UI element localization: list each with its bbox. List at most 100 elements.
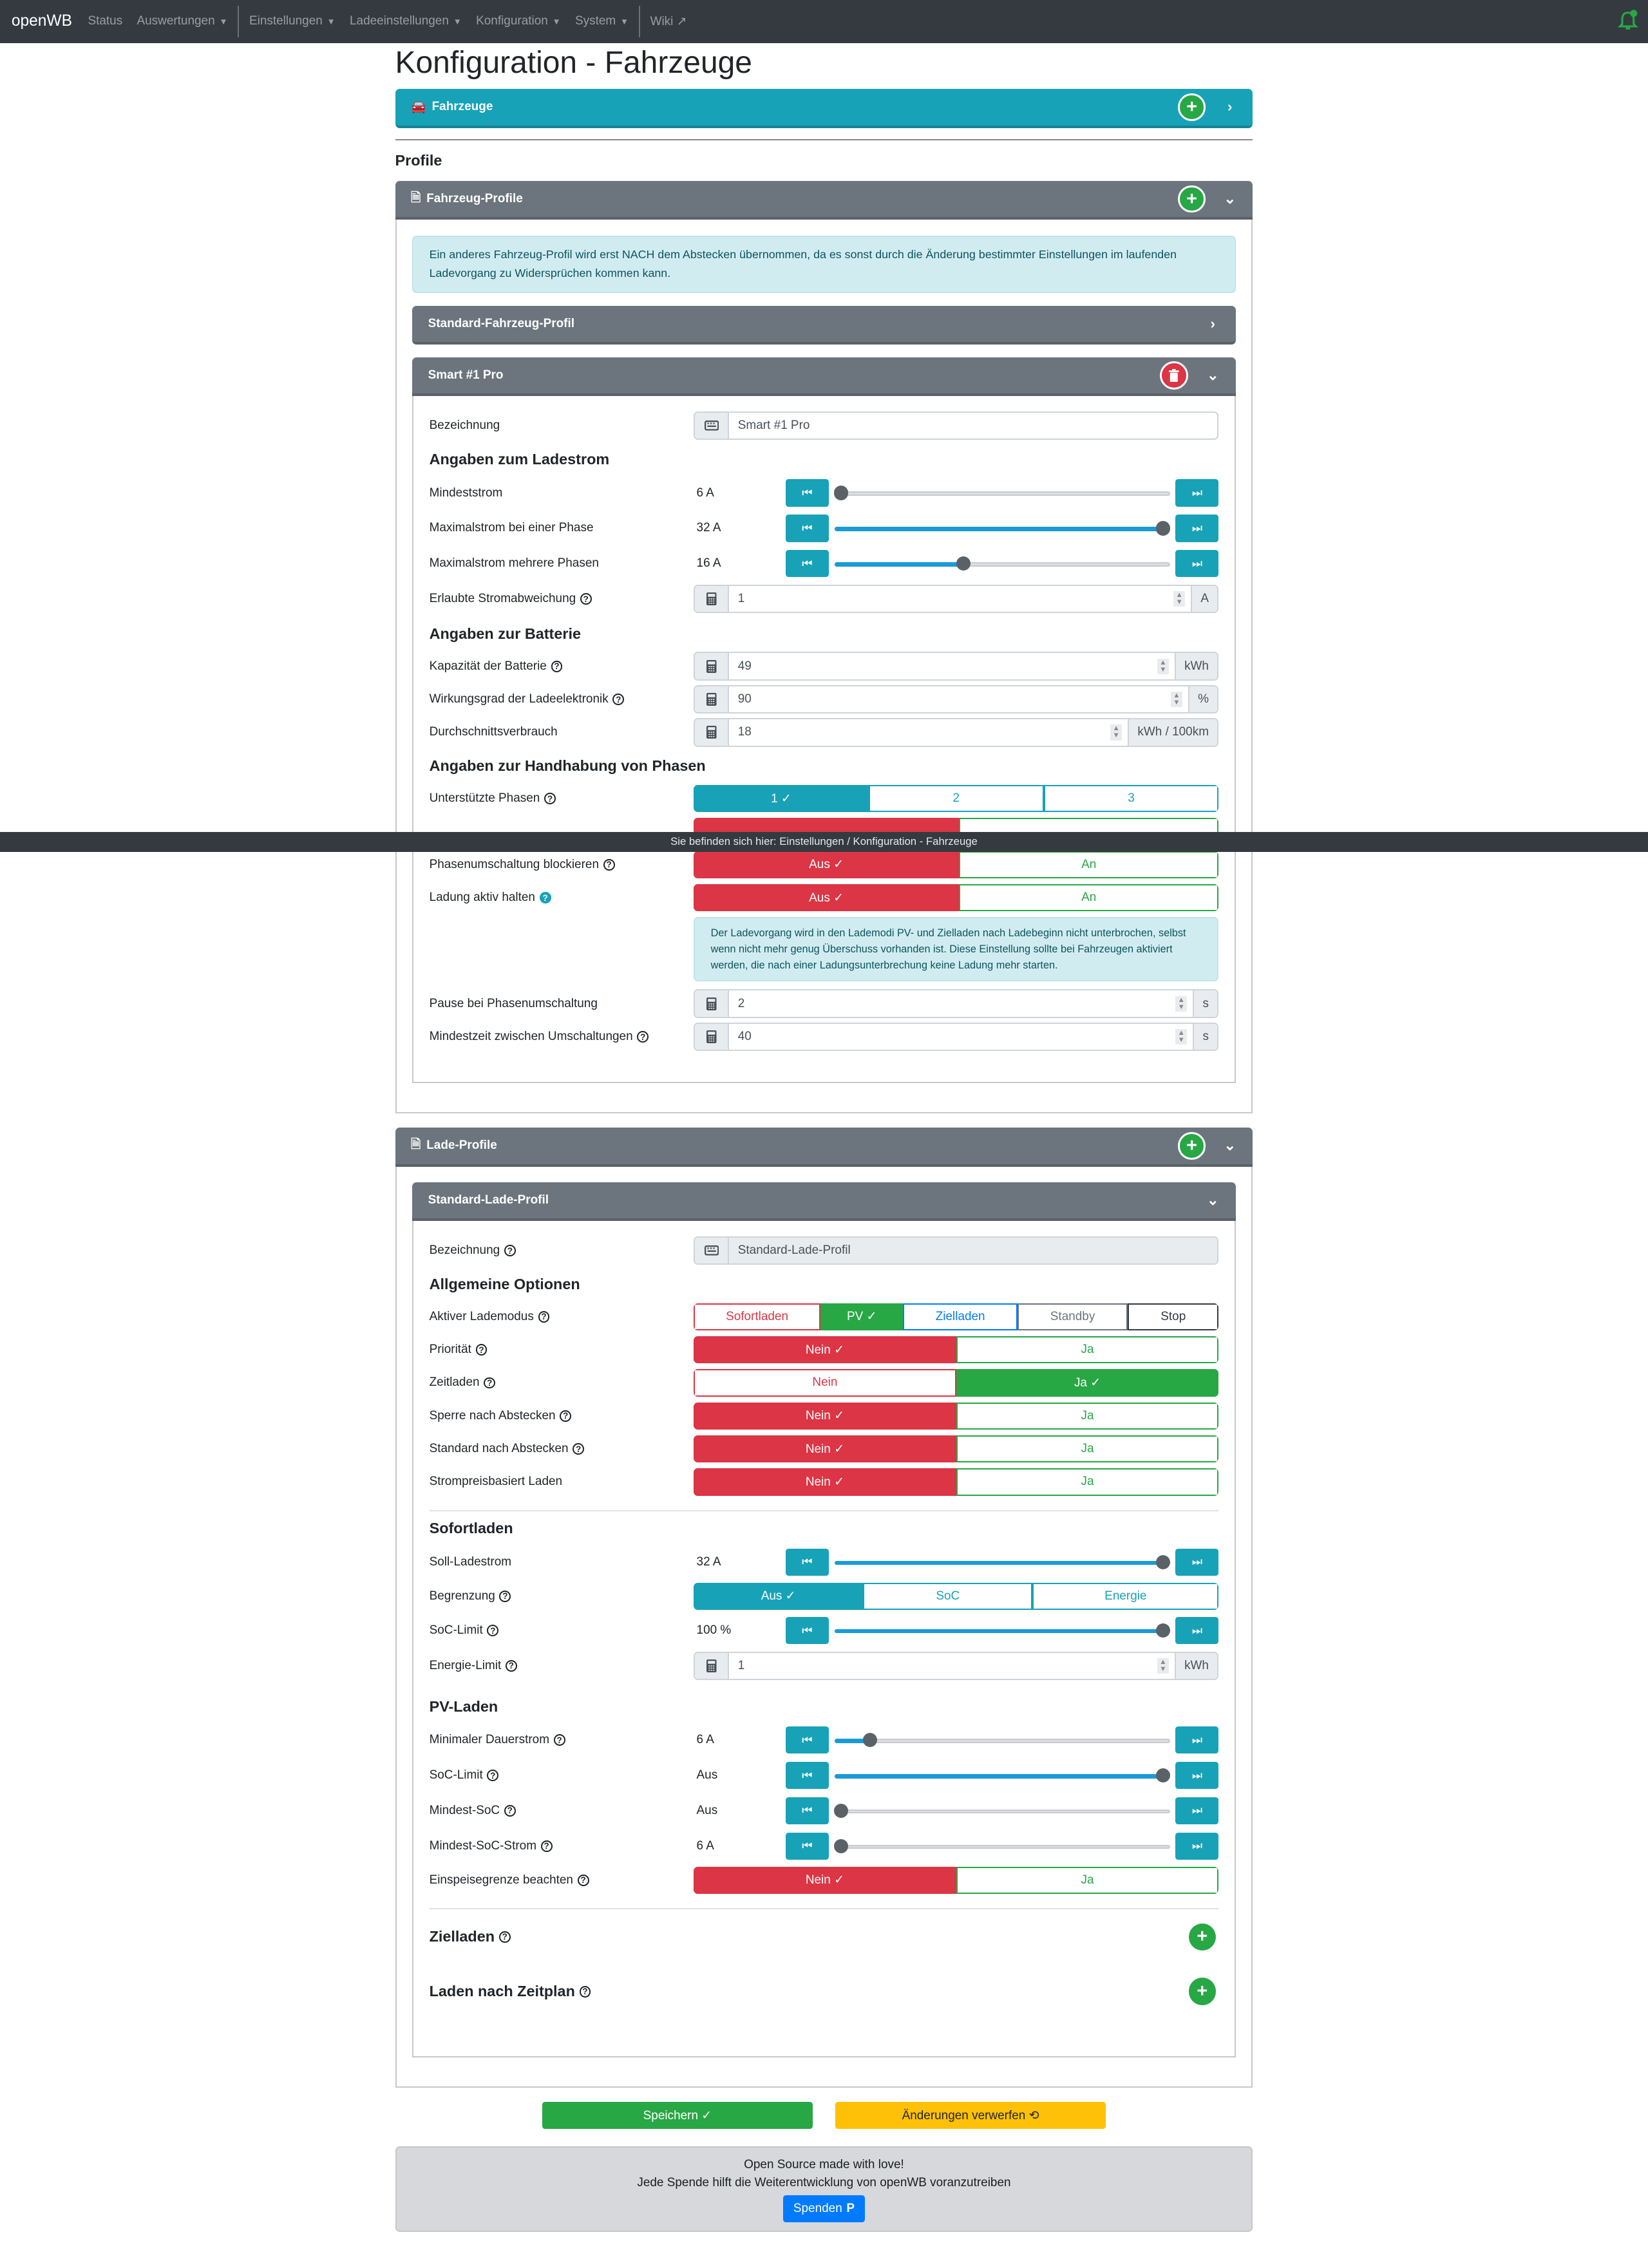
chevron-down-icon[interactable]: ⌄ <box>1206 367 1219 384</box>
chevron-right-icon[interactable]: › <box>1227 99 1233 115</box>
chevron-right-icon[interactable]: › <box>1210 315 1215 332</box>
spinner[interactable]: ▲ ▼ <box>1157 658 1169 675</box>
donate-button[interactable]: Spenden P <box>783 2195 865 2222</box>
deviation-input[interactable]: 1 ▲ ▼ A <box>694 584 1219 614</box>
vehicles-card-header[interactable]: 🚘 Fahrzeuge + › <box>395 89 1253 128</box>
slider[interactable] <box>833 1802 1170 1820</box>
energy-limit-input[interactable]: 1 ▲ ▼ kWh <box>694 1651 1219 1681</box>
save-button[interactable]: Speichern ✓ <box>542 2101 813 2130</box>
slider[interactable] <box>834 1732 1170 1749</box>
mode-pv[interactable]: PV ✓ <box>820 1303 904 1331</box>
pause-input[interactable]: 2 ▲ ▼ s <box>694 989 1219 1019</box>
option-yes[interactable]: Ja <box>956 1336 1219 1364</box>
spinner[interactable]: ▲ ▼ <box>1175 996 1188 1012</box>
slider-thumb[interactable] <box>1155 1768 1171 1783</box>
help-icon[interactable]: ? <box>577 1875 589 1886</box>
add-target-plan-button[interactable]: + <box>1188 1923 1216 1951</box>
chevron-down-icon[interactable]: ⌄ <box>1206 1192 1219 1209</box>
decrease-button[interactable]: ⏮ <box>785 1832 829 1860</box>
help-icon[interactable]: ? <box>612 694 625 706</box>
option-2[interactable]: 2 <box>868 785 1044 813</box>
option-no[interactable]: Nein ✓ <box>694 1468 956 1496</box>
decrease-button[interactable]: ⏮ <box>785 515 829 542</box>
slider[interactable] <box>833 1837 1170 1855</box>
decrease-button[interactable]: ⏮ <box>785 1726 829 1754</box>
option-on[interactable]: An <box>959 851 1219 879</box>
smart-profile-header[interactable]: Smart #1 Pro ⌄ <box>412 357 1236 397</box>
increase-button[interactable]: ⏭ <box>1175 1797 1219 1825</box>
increase-button[interactable]: ⏭ <box>1175 479 1219 507</box>
nav-auswertungen[interactable]: Auswertungen ▼ <box>137 14 227 28</box>
input-value[interactable]: 2 <box>737 996 745 1010</box>
bell-icon[interactable] <box>1616 8 1640 32</box>
slider-thumb[interactable] <box>833 1803 849 1819</box>
chevron-down-icon[interactable]: ⌄ <box>1224 1137 1236 1154</box>
help-icon[interactable]: ? <box>499 1591 511 1602</box>
increase-button[interactable]: ⏭ <box>1175 1548 1219 1576</box>
help-icon[interactable]: ? <box>498 1931 511 1943</box>
mode-standby[interactable]: Standby <box>1017 1303 1128 1331</box>
option-no[interactable]: Nein ✓ <box>694 1435 956 1463</box>
min-time-input[interactable]: 40 ▲ ▼ s <box>694 1022 1219 1052</box>
vehicle-profiles-header[interactable]: 🗎 Fahrzeug-Profile + ⌄ <box>395 181 1253 220</box>
add-vehicle-button[interactable]: + <box>1178 93 1206 121</box>
spinner[interactable]: ▲ ▼ <box>1173 591 1186 607</box>
nav-einstellungen[interactable]: Einstellungen ▼ <box>249 14 336 28</box>
option-3[interactable]: 3 <box>1043 785 1219 813</box>
spinner[interactable]: ▲ ▼ <box>1110 724 1122 741</box>
option-no[interactable]: Nein ✓ <box>694 1866 956 1895</box>
mode-sofortladen[interactable]: Sofortladen <box>694 1303 820 1331</box>
input-value[interactable]: 18 <box>737 725 752 739</box>
option-no[interactable]: Nein ✓ <box>694 1402 956 1430</box>
slider-thumb[interactable] <box>956 556 971 571</box>
help-icon[interactable]: ? <box>540 1840 553 1852</box>
nav-status[interactable]: Status <box>88 14 123 28</box>
decrease-button[interactable]: ⏮ <box>785 1548 829 1576</box>
decrease-button[interactable]: ⏮ <box>785 1616 829 1645</box>
input-value[interactable]: 1 <box>737 592 745 606</box>
mode-stop[interactable]: Stop <box>1128 1303 1219 1331</box>
help-icon[interactable]: ? <box>484 1377 496 1389</box>
input-value[interactable]: 49 <box>737 659 752 673</box>
option-yes[interactable]: Ja <box>956 1866 1219 1895</box>
slider[interactable] <box>834 1622 1171 1640</box>
option-off[interactable]: Aus ✓ <box>694 851 960 879</box>
increase-button[interactable]: ⏭ <box>1175 1726 1219 1754</box>
option-energy[interactable]: Energie <box>1032 1582 1219 1611</box>
option-yes[interactable]: Ja ✓ <box>956 1369 1219 1397</box>
nav-ladeeinstellungen[interactable]: Ladeeinstellungen ▼ <box>350 14 462 28</box>
increase-button[interactable]: ⏭ <box>1175 550 1219 578</box>
efficiency-input[interactable]: 90 ▲ ▼% <box>694 685 1219 714</box>
help-icon[interactable]: ? <box>560 1410 572 1422</box>
decrease-button[interactable]: ⏮ <box>785 1761 829 1790</box>
capacity-input[interactable]: 49 ▲ ▼ kWh <box>694 652 1219 681</box>
name-input[interactable]: Standard-Lade-Profil <box>694 1236 1219 1265</box>
option-on[interactable]: An <box>959 884 1219 912</box>
help-icon[interactable]: ? <box>505 1659 517 1672</box>
help-icon[interactable]: ? <box>475 1344 488 1356</box>
consumption-input[interactable]: 18 ▲ ▼ kWh / 100km <box>694 718 1219 747</box>
delete-profile-button[interactable] <box>1159 361 1189 390</box>
help-icon[interactable]: ? <box>487 1770 499 1782</box>
help-icon[interactable]: ? <box>603 858 615 871</box>
nav-wiki[interactable]: Wiki ↗ <box>650 14 687 29</box>
help-icon[interactable]: ? <box>551 660 563 672</box>
increase-button[interactable]: ⏭ <box>1175 1616 1219 1645</box>
help-icon[interactable]: ? <box>504 1805 516 1817</box>
option-yes[interactable]: Ja <box>956 1435 1219 1463</box>
brand-logo[interactable]: openWB <box>11 12 72 30</box>
option-yes[interactable]: Ja <box>956 1468 1219 1496</box>
help-icon[interactable]: ? <box>504 1245 516 1256</box>
slider-thumb[interactable] <box>862 1733 878 1748</box>
spinner[interactable]: ▲ ▼ <box>1157 1658 1169 1674</box>
spinner[interactable]: ▲ ▼ <box>1170 691 1182 708</box>
input-value[interactable]: Smart #1 Pro <box>737 418 810 432</box>
input-value[interactable]: 1 <box>737 1658 745 1672</box>
help-icon[interactable]: ? <box>580 593 592 605</box>
add-vehicle-profile-button[interactable]: + <box>1178 185 1206 213</box>
help-icon[interactable]: ? <box>539 892 551 904</box>
slider[interactable] <box>834 520 1171 537</box>
add-charge-profile-button[interactable]: + <box>1178 1132 1206 1160</box>
name-input[interactable]: Smart #1 Pro <box>694 411 1219 440</box>
slider-thumb[interactable] <box>833 1838 849 1853</box>
